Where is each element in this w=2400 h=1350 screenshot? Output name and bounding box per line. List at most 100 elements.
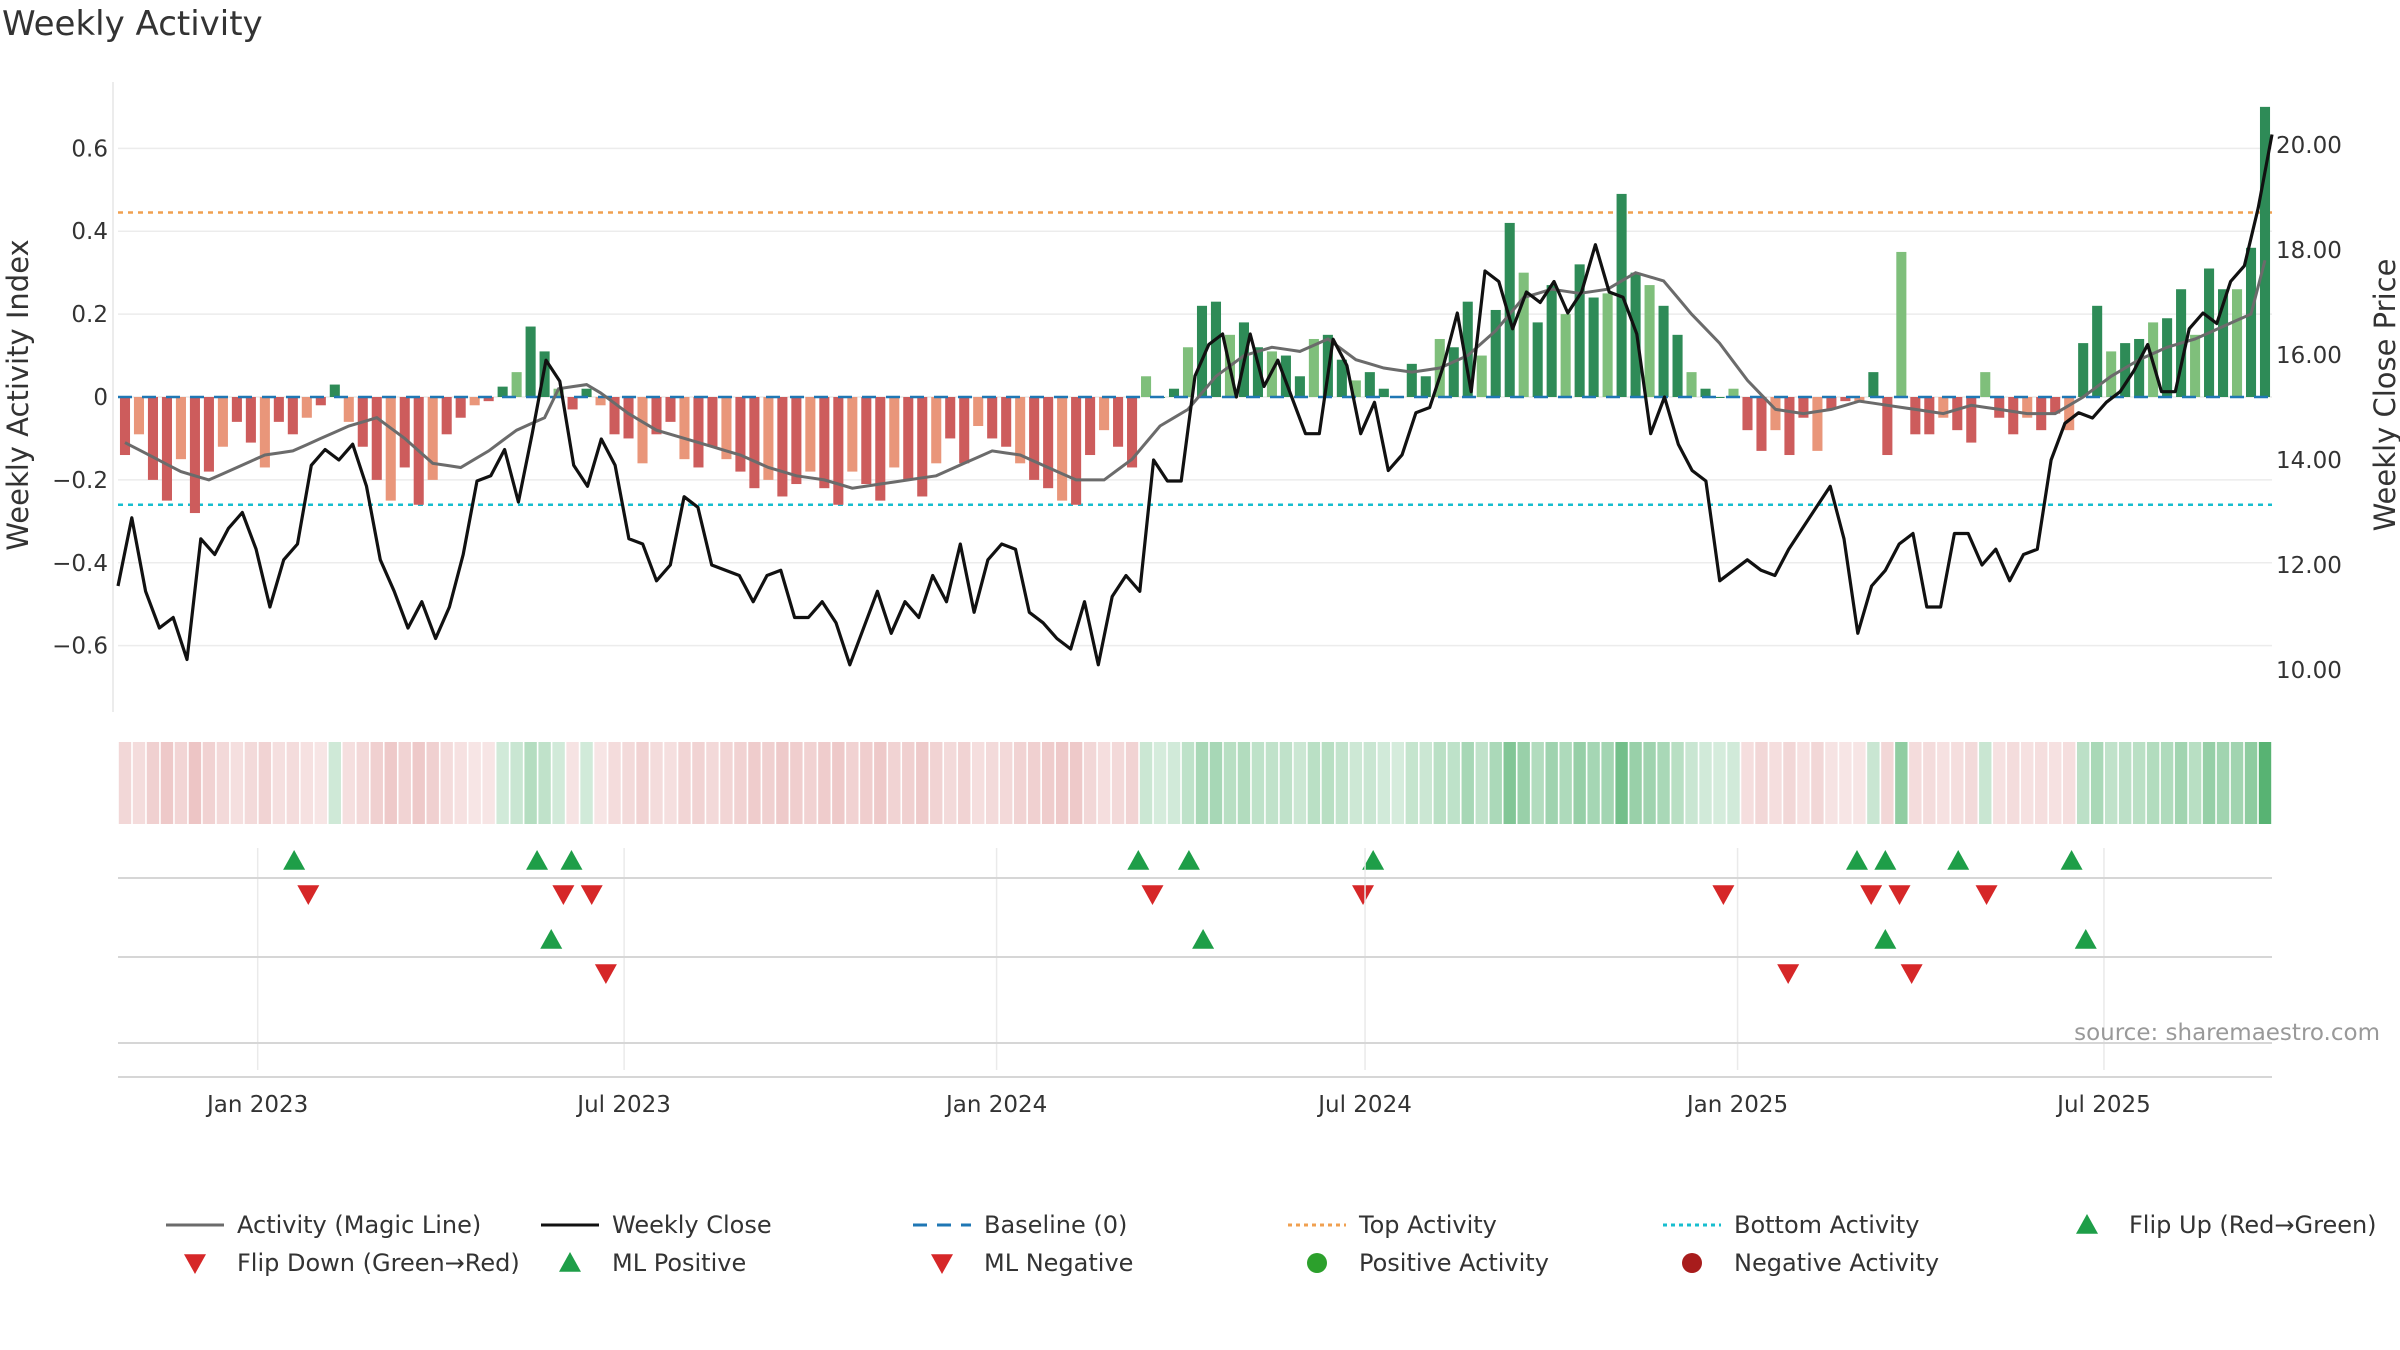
activity-bar	[1043, 397, 1054, 489]
heat-cell	[720, 742, 733, 824]
heat-cell	[118, 742, 132, 824]
heat-cell	[2090, 742, 2104, 824]
heat-cell	[2021, 742, 2034, 824]
activity-bar	[161, 397, 172, 501]
heat-cell	[1531, 742, 1544, 824]
legend-label: Top Activity	[1358, 1211, 1497, 1239]
heat-cell	[1825, 742, 1838, 824]
x-tick-label: Jan 2024	[944, 1092, 1047, 1118]
heat-cell	[244, 742, 258, 824]
activity-bar	[651, 397, 662, 435]
legend-item: ML Positive	[559, 1249, 746, 1277]
activity-bar	[1644, 285, 1655, 397]
activity-bar	[1071, 397, 1082, 505]
activity-bar	[1462, 301, 1473, 397]
activity-bar	[1896, 251, 1907, 397]
activity-bars	[118, 106, 2272, 514]
activity-bar	[609, 397, 620, 435]
heat-cell	[1587, 742, 1600, 824]
activity-bar	[329, 384, 340, 397]
heat-cell	[790, 742, 803, 824]
heat-cell	[706, 742, 719, 824]
heat-cell	[832, 742, 845, 824]
heat-cell	[1251, 742, 1265, 824]
heat-cell	[2104, 742, 2118, 824]
heat-cell	[2076, 742, 2090, 824]
heat-cell	[1139, 742, 1153, 824]
heat-cell	[1965, 742, 1978, 824]
axes: 0.6 0.4 0.2 0 −0.2 −0.4 −0.6 20.00 18.00 16.00 14.…	[52, 133, 2342, 684]
heat-cell	[1937, 742, 1950, 824]
activity-bar	[1924, 397, 1935, 435]
activity-bar	[945, 397, 956, 439]
activity-bar	[1938, 397, 1949, 418]
activity-bar	[1686, 372, 1697, 397]
activity-bar	[315, 397, 326, 406]
heat-cell	[888, 742, 901, 824]
heat-cell	[776, 742, 789, 824]
activity-bar	[231, 397, 242, 422]
activity-bar	[497, 386, 508, 397]
activity-bar	[2120, 343, 2131, 397]
flip-down-marker	[297, 885, 320, 905]
heat-cell	[2062, 742, 2076, 824]
activity-bar	[1141, 376, 1152, 397]
heat-cell	[1391, 742, 1405, 824]
activity-bar	[273, 397, 284, 422]
activity-bar	[1504, 222, 1515, 397]
activity-bar	[2259, 106, 2271, 398]
heat-cell	[2118, 742, 2132, 824]
activity-bar	[1700, 388, 1711, 397]
heat-cell	[622, 742, 635, 824]
heat-cell	[650, 742, 663, 824]
heat-cell	[328, 742, 341, 824]
heat-cell	[1097, 742, 1111, 824]
heat-cell	[1657, 742, 1670, 824]
activity-bar	[833, 397, 844, 505]
activity-bar	[1127, 397, 1138, 468]
activity-bar	[259, 397, 270, 468]
heat-cell	[1041, 742, 1055, 824]
activity-bar	[1588, 297, 1599, 397]
legend-label: Negative Activity	[1734, 1249, 1939, 1277]
activity-bar	[1378, 388, 1389, 397]
activity-bar	[1182, 347, 1194, 397]
flip-up-marker	[1362, 850, 1385, 870]
activity-bar	[525, 326, 536, 397]
activity-bar	[693, 397, 704, 468]
legend-label: Positive Activity	[1359, 1249, 1549, 1277]
heat-cell	[1181, 742, 1195, 824]
activity-bar	[2190, 334, 2201, 397]
heat-cell	[1671, 742, 1684, 824]
activity-bar	[903, 397, 914, 480]
activity-bar	[245, 397, 256, 443]
heat-cell	[272, 742, 286, 824]
activity-bar	[1448, 347, 1459, 397]
activity-bar	[1910, 397, 1921, 435]
heat-cell	[930, 742, 943, 824]
activity-bar	[1532, 322, 1543, 397]
flip-down-marker	[552, 885, 575, 905]
heat-cell	[538, 742, 551, 824]
heat-cell	[860, 742, 873, 824]
x-tick-label: Jul 2025	[2055, 1092, 2151, 1118]
heat-cell	[1797, 742, 1810, 824]
heat-cell	[1923, 742, 1936, 824]
heat-cell	[1909, 742, 1922, 824]
legend-label: Activity (Magic Line)	[237, 1211, 481, 1239]
activity-bar	[2078, 343, 2089, 397]
heat-cell	[1755, 742, 1768, 824]
flip-down-marker	[1900, 964, 1923, 984]
heat-cell	[496, 742, 509, 824]
heat-cell	[608, 742, 621, 824]
x-tick-label: Jan 2025	[1685, 1092, 1788, 1118]
activity-bar	[217, 397, 228, 447]
heat-cell	[314, 742, 328, 824]
legend-swatch	[931, 1254, 953, 1274]
heat-cell	[384, 742, 397, 824]
flip-down-marker	[1888, 885, 1911, 905]
heat-cell	[286, 742, 300, 824]
heat-cell	[846, 742, 859, 824]
legend-swatch	[2076, 1214, 2098, 1234]
